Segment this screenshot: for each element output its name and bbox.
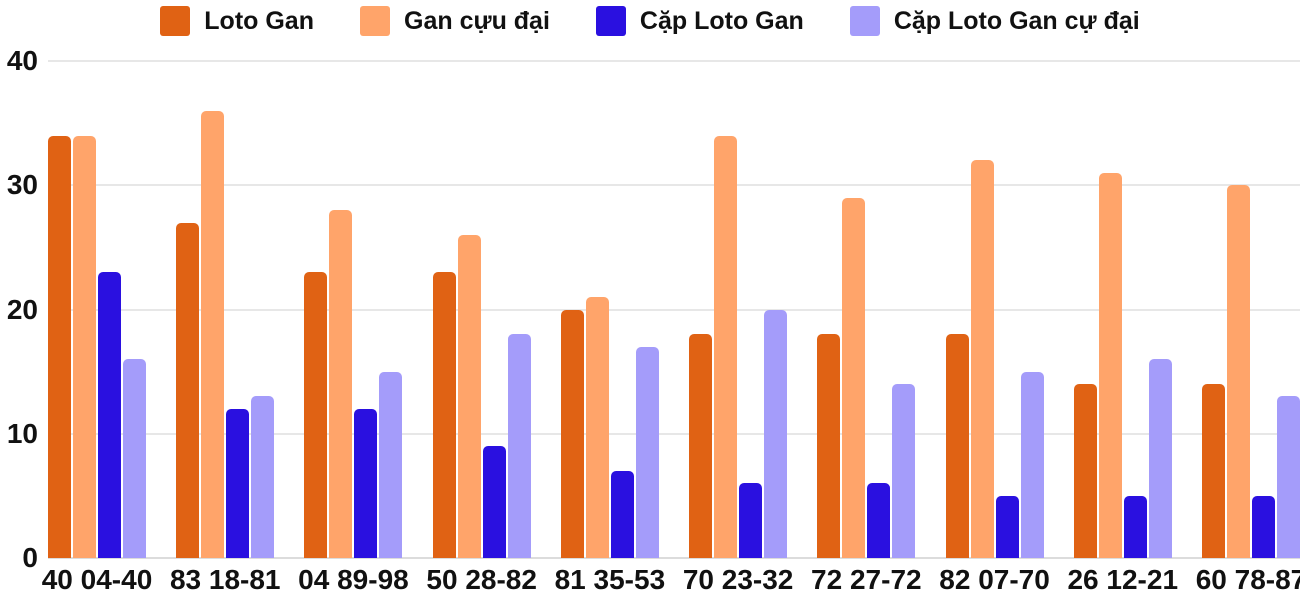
- x-axis-label: 40 04-40: [41, 564, 153, 595]
- bar[interactable]: [482, 446, 506, 558]
- legend-item[interactable]: Cặp Loto Gan: [595, 6, 804, 36]
- bar[interactable]: [892, 384, 916, 558]
- bar[interactable]: [610, 471, 634, 558]
- bar[interactable]: [970, 160, 994, 558]
- bar-group: [560, 61, 659, 558]
- y-axis-label: 30: [6, 169, 38, 201]
- gridline: [48, 308, 1300, 311]
- x-axis-label: 50 28-82: [426, 564, 537, 595]
- bar[interactable]: [1123, 495, 1147, 558]
- legend: Loto Gan Gan cựu đại Cặp Loto Gan Cặp Loto …: [0, 6, 1300, 36]
- x-axis-label: 60 78-87: [1195, 564, 1300, 595]
- legend-label: Gan cựu đại: [404, 6, 550, 35]
- bar[interactable]: [1148, 359, 1172, 558]
- bar[interactable]: [379, 371, 403, 558]
- bar[interactable]: [1276, 396, 1300, 558]
- bar-group: [1201, 61, 1300, 558]
- gridline: [48, 432, 1300, 435]
- bar-group: [817, 61, 916, 558]
- bar[interactable]: [995, 495, 1019, 558]
- bar[interactable]: [432, 272, 456, 558]
- bar[interactable]: [764, 309, 788, 558]
- bar[interactable]: [98, 272, 121, 558]
- legend-item[interactable]: Loto Gan: [160, 6, 314, 36]
- y-axis-label: 0: [22, 542, 38, 573]
- bar[interactable]: [1073, 384, 1097, 558]
- bar-group: [176, 61, 275, 558]
- x-axis-label: 72 27-72: [811, 564, 922, 595]
- bar-group: [432, 61, 531, 558]
- x-axis-label: 04 89-98: [298, 564, 409, 595]
- x-axis-label: 26 12-21: [1067, 564, 1179, 595]
- bar[interactable]: [1020, 371, 1044, 558]
- legend-item[interactable]: Gan cựu đại: [360, 6, 550, 36]
- y-axis-label: 10: [6, 417, 38, 449]
- y-axis-label: 40: [6, 45, 38, 76]
- x-axis-label: 81 35-53: [554, 564, 666, 595]
- bar[interactable]: [329, 210, 353, 558]
- bar[interactable]: [1098, 172, 1122, 558]
- bar[interactable]: [739, 483, 763, 558]
- bar-group: [689, 61, 788, 558]
- bar[interactable]: [1251, 495, 1275, 558]
- x-axis-baseline: [48, 557, 1300, 559]
- bar-group: [945, 61, 1044, 558]
- bar[interactable]: [354, 408, 378, 558]
- bar[interactable]: [635, 346, 659, 558]
- bar[interactable]: [304, 272, 328, 558]
- legend-swatch-icon: [595, 6, 626, 36]
- legend-label: Cặp Loto Gan: [639, 6, 804, 35]
- bar[interactable]: [226, 408, 250, 558]
- gridline: [48, 60, 1300, 62]
- bar[interactable]: [689, 334, 713, 558]
- bar[interactable]: [867, 483, 891, 558]
- bar-groups: [48, 61, 1300, 558]
- legend-label: Loto Gan: [204, 6, 314, 35]
- bar[interactable]: [1226, 185, 1250, 558]
- bar[interactable]: [48, 135, 71, 558]
- bar-group: [1073, 61, 1172, 558]
- bar[interactable]: [201, 110, 225, 558]
- bar[interactable]: [507, 334, 531, 558]
- legend-label: Cặp Loto Gan cự đại: [893, 6, 1140, 35]
- x-axis-label: 83 18-81: [169, 564, 281, 595]
- legend-swatch-icon: [849, 6, 880, 36]
- bar[interactable]: [457, 234, 481, 558]
- gridline: [48, 184, 1300, 187]
- bar[interactable]: [73, 135, 96, 558]
- bar[interactable]: [714, 135, 738, 558]
- bar[interactable]: [842, 197, 866, 558]
- legend-swatch-icon: [160, 6, 191, 36]
- bar[interactable]: [817, 334, 841, 558]
- bar[interactable]: [585, 297, 609, 558]
- legend-item[interactable]: Cặp Loto Gan cự đại: [849, 6, 1140, 36]
- x-axis: 40 04-40 83 18-81 04 89-98 50 28-82 81 35-53…: [41, 564, 1300, 596]
- legend-swatch-icon: [360, 6, 390, 36]
- bar[interactable]: [176, 222, 200, 558]
- x-axis-label: 82 07-70: [939, 564, 1050, 595]
- y-axis-label: 20: [6, 293, 38, 325]
- bar[interactable]: [251, 396, 275, 558]
- x-axis-label: 70 23-32: [682, 564, 794, 595]
- bar-group: [48, 61, 146, 558]
- bar[interactable]: [1201, 384, 1225, 558]
- bar[interactable]: [945, 334, 969, 558]
- bar[interactable]: [123, 359, 146, 558]
- bar[interactable]: [560, 309, 584, 558]
- bar-group: [304, 61, 403, 558]
- plot-area: [48, 60, 1300, 559]
